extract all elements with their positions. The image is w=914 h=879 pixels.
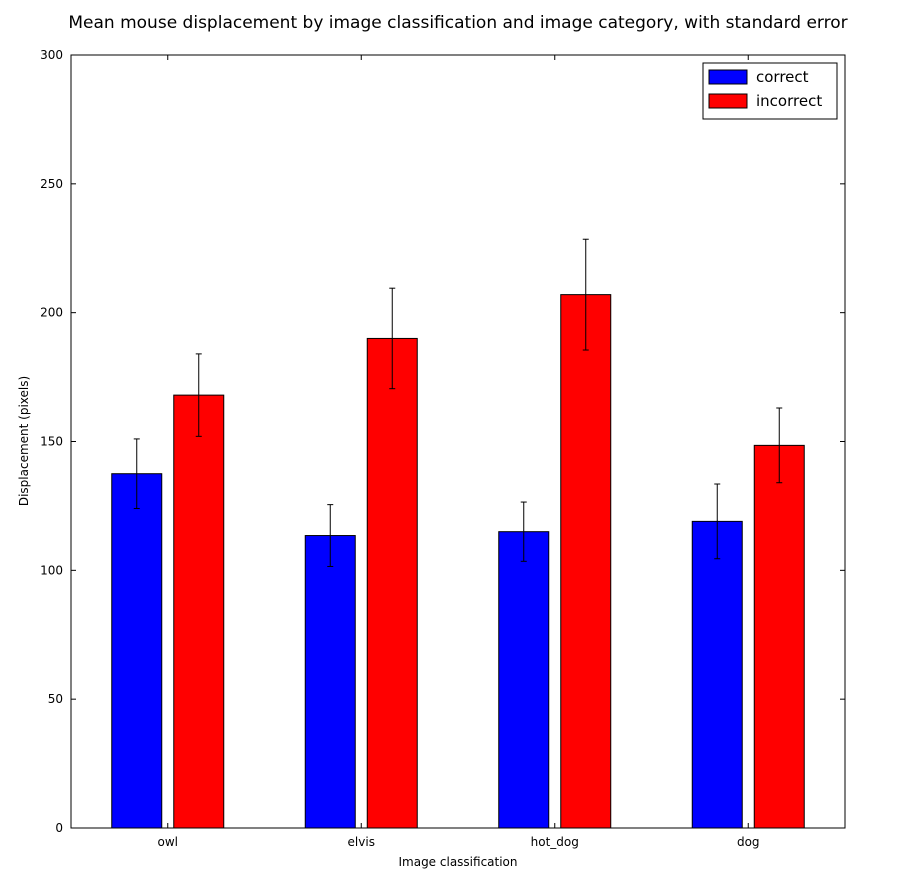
bar-correct-hot_dog	[498, 531, 550, 829]
x-tick-label-hot_dog: hot_dog	[531, 835, 579, 849]
legend: correct incorrect	[702, 62, 838, 120]
plot-area: 0 50 100 150 200 250 300 owl elvis hot_dog dog	[40, 48, 846, 849]
chart-title: Mean mouse displacement by image classif…	[68, 13, 847, 33]
legend-label-incorrect: incorrect	[756, 92, 822, 110]
y-tick-label-0: 0	[55, 821, 63, 835]
bar-correct-dog	[691, 520, 743, 829]
x-tick-label-dog: dog	[737, 835, 760, 849]
bar-incorrect-elvis	[366, 337, 418, 829]
x-axis-label: Image classification	[398, 855, 517, 869]
y-tick-label-300: 300	[40, 48, 63, 62]
legend-label-correct: correct	[756, 68, 809, 86]
bar-incorrect-hot_dog	[560, 294, 612, 829]
y-tick-label-200: 200	[40, 306, 63, 320]
x-tick-label-owl: owl	[158, 835, 179, 849]
y-tick-label-250: 250	[40, 177, 63, 191]
legend-swatch-incorrect	[708, 93, 748, 109]
y-tick-label-150: 150	[40, 435, 63, 449]
bar-correct-owl	[111, 473, 163, 829]
bar-correct-elvis	[304, 535, 356, 829]
legend-swatch-correct	[708, 69, 748, 85]
y-axis-label: Displacement (pixels)	[17, 376, 31, 506]
y-tick-label-50: 50	[48, 692, 63, 706]
bar-incorrect-dog	[753, 444, 805, 829]
x-tick-label-elvis: elvis	[348, 835, 375, 849]
y-tick-label-100: 100	[40, 563, 63, 577]
bar-incorrect-owl	[173, 394, 225, 829]
